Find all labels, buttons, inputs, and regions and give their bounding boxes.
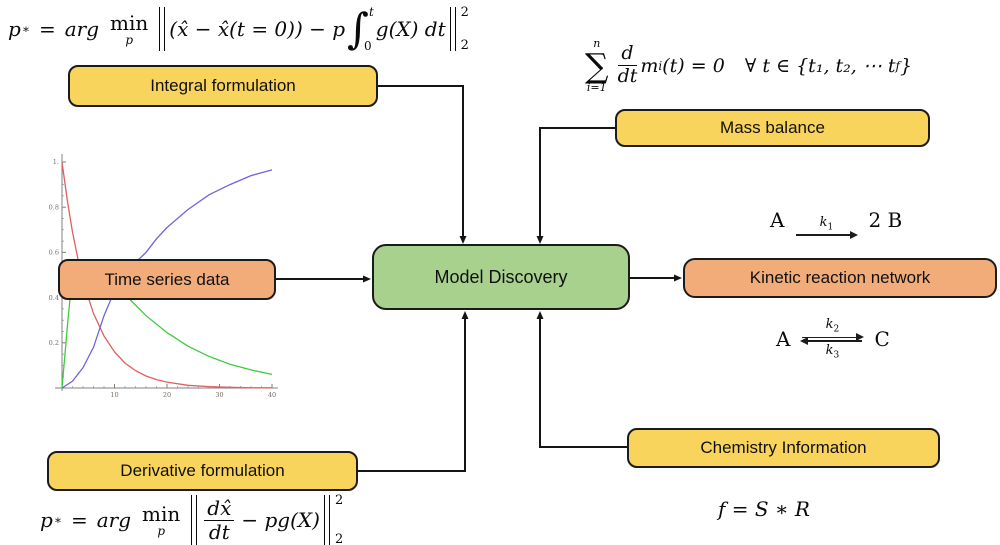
- math-token: ∗: [53, 513, 62, 527]
- arrow-integral-to-model: [378, 85, 467, 244]
- norm-bar-left: [191, 495, 198, 545]
- box-kinetic-reaction-network: Kinetic reaction network: [683, 258, 997, 298]
- box-label: Integral formulation: [150, 76, 296, 95]
- svg-text:0.4: 0.4: [49, 294, 59, 302]
- right-arrow-icon: [796, 231, 859, 239]
- norm-exponents: 2 2: [334, 493, 344, 545]
- arrow-derivative-to-model: [358, 311, 469, 472]
- math-token: =: [70, 508, 88, 532]
- formula-integral-objective: p ∗ = arg min p (x̂ − x̂(t = 0)) − p ∫ t …: [8, 6, 469, 52]
- svg-text:0.6: 0.6: [49, 249, 59, 257]
- svg-text:0.8: 0.8: [49, 203, 59, 211]
- svg-text:20: 20: [163, 391, 171, 399]
- math-token: =: [38, 17, 56, 41]
- box-label: Kinetic reaction network: [749, 268, 931, 287]
- time-series-mini-chart: 10 20 30 40 0.2 0.4 0.6 0.8 1.: [49, 154, 278, 399]
- reaction-a-equilibrium-c: A k2 k3 C: [776, 318, 890, 361]
- math-token: (t) = 0: [662, 54, 725, 77]
- arrow-chemistry-to-model: [536, 311, 627, 448]
- math-token: m: [640, 54, 659, 77]
- norm-bar-left: [159, 7, 166, 51]
- svg-text:30: 30: [215, 391, 223, 399]
- math-token: ∗: [21, 22, 30, 36]
- svg-text:10: 10: [110, 391, 118, 399]
- box-chemistry-information: Chemistry Information: [627, 428, 940, 468]
- reaction-a-to-2b: A k1 2 B: [770, 208, 903, 239]
- math-token: arg: [64, 17, 100, 41]
- math-token: i: [658, 58, 663, 73]
- box-integral-formulation: Integral formulation: [68, 65, 378, 107]
- norm-bar-right: [323, 495, 330, 545]
- right-arrow-icon: [802, 333, 865, 341]
- reactant: A: [776, 327, 791, 352]
- box-label: Mass balance: [720, 118, 825, 137]
- math-token: (x̂ − x̂(t = 0)) − p: [169, 17, 346, 41]
- box-label: Model Discovery: [434, 266, 568, 287]
- formula-derivative-objective: p ∗ = arg min p dx̂ dt − pg(X) 2 2: [40, 494, 343, 545]
- integral-sign: ∫ t 0: [347, 4, 374, 54]
- math-token: g(X) dt: [375, 17, 446, 41]
- box-model-discovery: Model Discovery: [372, 244, 630, 310]
- math-token: f: [895, 58, 900, 73]
- formula-chemistry-equation: f = S ∗ R: [718, 497, 810, 521]
- arrow-mass-to-model: [536, 127, 615, 244]
- min-operator: min p: [110, 10, 149, 47]
- math-token: arg: [96, 508, 132, 532]
- box-derivative-formulation: Derivative formulation: [47, 451, 358, 491]
- math-token: ∀ t ∈ {t₁, t₂, ⋯ t: [744, 54, 896, 77]
- fraction-d-dt: d dt: [617, 42, 638, 87]
- fraction-dx-dt: dx̂ dt: [204, 497, 235, 543]
- svg-text:40: 40: [268, 391, 276, 399]
- math-token: p: [8, 17, 21, 41]
- math-token: − pg(X): [241, 508, 320, 532]
- reactant: A: [770, 208, 785, 232]
- reaction-arrow-forward: k1: [796, 216, 859, 239]
- equilibrium-arrows: k2 k3: [800, 318, 865, 361]
- svg-text:0.2: 0.2: [49, 339, 59, 347]
- norm-bar-right: [449, 7, 456, 51]
- product: C: [874, 327, 890, 352]
- box-label: Time series data: [104, 269, 230, 289]
- min-operator: min p: [142, 501, 181, 538]
- left-arrow-icon: [800, 337, 863, 345]
- box-mass-balance: Mass balance: [615, 109, 930, 147]
- box-label: Derivative formulation: [120, 461, 285, 480]
- math-token: p: [40, 508, 53, 532]
- norm-exponents: 2 2: [460, 5, 469, 53]
- product: 2 B: [868, 208, 903, 232]
- svg-text:1.: 1.: [53, 158, 59, 166]
- summation-sign: n ∑ i=1: [585, 37, 609, 94]
- box-label: Chemistry Information: [700, 438, 867, 457]
- math-token: }: [899, 54, 913, 77]
- box-time-series-data: Time series data: [58, 259, 276, 300]
